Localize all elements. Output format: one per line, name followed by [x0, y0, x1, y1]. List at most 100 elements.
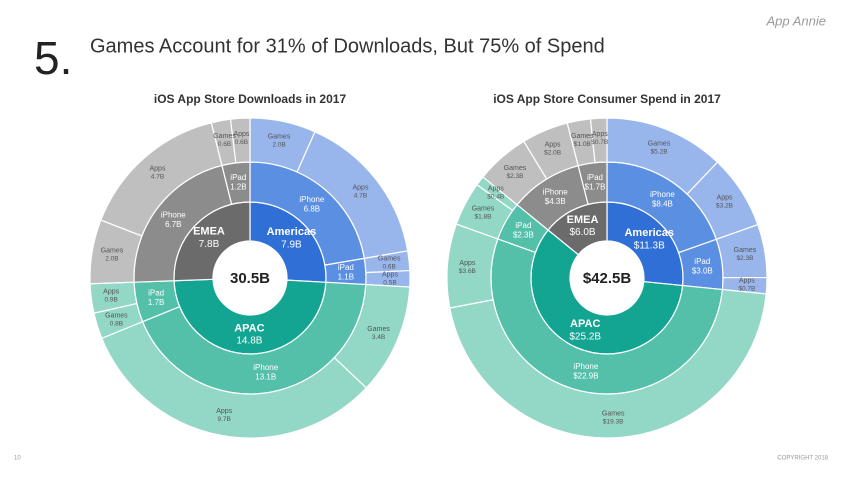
slice-name: Games — [734, 247, 757, 254]
slice-name: Games — [571, 133, 594, 140]
slice-value: 13.1B — [255, 373, 276, 382]
slice-name: Apps — [233, 131, 249, 138]
slice-value: $2.3B — [736, 255, 753, 262]
slice-value: 3.4B — [372, 334, 385, 341]
slice-name: Apps — [459, 260, 475, 267]
slice-name: Americas — [267, 226, 317, 238]
slice-value: 0.5B — [383, 279, 396, 286]
slice-value: $0.7B — [591, 139, 608, 146]
slice-value: 1.7B — [148, 298, 164, 307]
slice-name: Apps — [545, 142, 561, 149]
sunburst-slice — [101, 320, 368, 439]
slice-name: Apps — [717, 195, 733, 202]
slice-name: iPad — [230, 173, 246, 182]
slice-value: 0.9B — [104, 297, 117, 304]
slice-value: 14.8B — [236, 336, 262, 347]
slice-name: Games — [378, 256, 401, 263]
slice-value: $2.3B — [506, 173, 523, 180]
slice-value: $3.6B — [459, 268, 476, 275]
sunburst-slice — [449, 288, 767, 439]
slice-name: EMEA — [567, 214, 599, 226]
center-circle — [571, 242, 643, 314]
slice-name: Games — [105, 313, 128, 320]
slice-name: APAC — [234, 322, 264, 334]
center-circle — [214, 242, 286, 314]
slide-title: Games Account for 31% of Downloads, But … — [90, 35, 605, 57]
slice-name: Americas — [624, 227, 674, 239]
sunburst-slice — [229, 117, 251, 164]
slice-value: 1.1B — [338, 272, 354, 281]
page-number: 10 — [14, 456, 21, 462]
slice-value: $3.0B — [692, 266, 713, 275]
slice-name: Games — [101, 247, 124, 254]
slice-name: iPad — [338, 263, 354, 272]
slice-name: iPad — [148, 288, 164, 297]
slice-value: 0.8B — [110, 321, 123, 328]
slice-name: Apps — [488, 186, 504, 193]
slice-value: 7.8B — [199, 239, 220, 250]
slice-name: Apps — [103, 289, 119, 296]
center-total: $42.5B — [583, 270, 632, 287]
slice-value: 7.9B — [281, 239, 302, 250]
slice-name: EMEA — [193, 226, 225, 238]
copyright: COPYRIGHT 2018 — [777, 456, 828, 462]
slice-value: $1.0B — [574, 141, 591, 148]
slice-value: 6.7B — [165, 220, 181, 229]
slice-value: $0.4B — [487, 194, 504, 201]
logo: App Annie — [765, 13, 826, 28]
slice-name: iPhone — [650, 190, 675, 199]
slice-value: $8.4B — [652, 200, 673, 209]
slice-name: iPhone — [299, 195, 324, 204]
chart-title: iOS App Store Consumer Spend in 2017 — [493, 92, 721, 106]
slice-value: $5.2B — [651, 149, 668, 156]
slice-name: iPad — [694, 257, 710, 266]
slice-name: iPhone — [543, 187, 568, 196]
slice-name: Apps — [739, 277, 755, 284]
slice-value: 9.7B — [218, 416, 231, 423]
slice-value: $0.7B — [738, 285, 755, 292]
slice-value: 1.2B — [230, 183, 246, 192]
slice-value: 2.0B — [105, 255, 118, 262]
chart-title: iOS App Store Downloads in 2017 — [154, 92, 347, 106]
slice-name: Games — [268, 134, 291, 141]
slice-value: $11.3B — [634, 240, 665, 251]
slide-number: 5. — [34, 32, 72, 84]
slice-value: $2.3B — [513, 231, 534, 240]
center-total: 30.5B — [230, 270, 270, 287]
slice-value: $6.0B — [569, 227, 595, 238]
slice-name: iPhone — [573, 362, 598, 371]
slice-value: $1.8B — [475, 214, 492, 221]
slice-name: Games — [504, 165, 527, 172]
slice-name: Games — [648, 141, 671, 148]
slice-name: iPad — [587, 173, 603, 182]
slice-name: iPad — [515, 221, 531, 230]
slice-name: APAC — [570, 318, 600, 330]
slice-name: Apps — [216, 408, 232, 415]
slice-value: $2.0B — [544, 150, 561, 157]
slice-value: 4.7B — [354, 193, 367, 200]
slice-value: $1.7B — [585, 183, 606, 192]
slice-value: 4.7B — [151, 174, 164, 181]
slice-name: Apps — [353, 185, 369, 192]
slice-value: 0.6B — [235, 139, 248, 146]
slice-name: Apps — [592, 131, 608, 138]
slice-name: Apps — [382, 271, 398, 278]
slice-value: $22.9B — [573, 372, 598, 381]
slice-name: Games — [472, 206, 495, 213]
slice-value: $19.3B — [603, 418, 624, 425]
slice-name: Games — [367, 326, 390, 333]
slice-value: 2.0B — [272, 142, 285, 149]
slice-name: Games — [602, 411, 625, 418]
slice-name: iPhone — [253, 363, 278, 372]
slice-value: $4.3B — [545, 197, 566, 206]
slice-name: Games — [213, 133, 236, 140]
slice-value: $3.2B — [716, 203, 733, 210]
slice-name: Apps — [149, 166, 165, 173]
slice-value: 0.6B — [382, 264, 395, 271]
sunburst-slice — [589, 117, 608, 164]
slice-value: $25.2B — [569, 331, 601, 342]
slice-value: 6.8B — [304, 205, 320, 214]
slice-value: 0.6B — [218, 141, 231, 148]
slice-name: iPhone — [161, 211, 186, 220]
